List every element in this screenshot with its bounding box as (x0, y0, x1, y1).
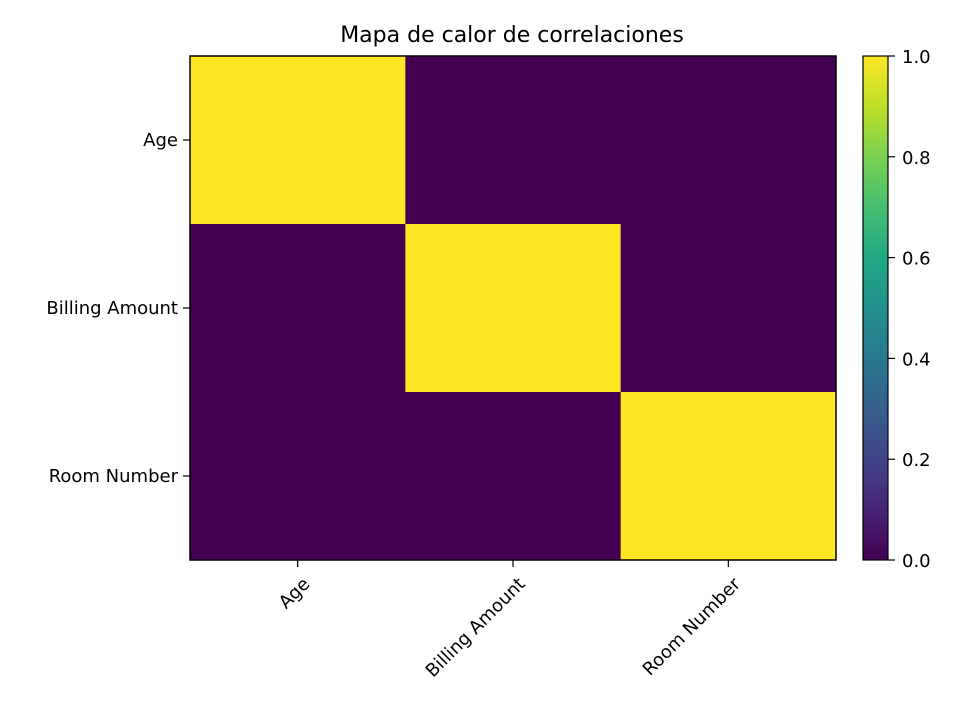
heatmap-cells (190, 56, 837, 561)
heatmap-cell (405, 224, 622, 393)
x-tick-label: Room Number (639, 573, 746, 680)
y-tick-label: Billing Amount (46, 298, 178, 319)
colorbar-tick-label: 0.0 (902, 551, 931, 572)
y-tick-label: Room Number (49, 466, 179, 487)
colorbar-tick-label: 1.0 (902, 47, 931, 68)
heatmap-cell (620, 224, 837, 393)
heatmap-cell (620, 392, 837, 561)
x-tick-label: Age (275, 574, 314, 613)
chart-title: Mapa de calor de correlaciones (340, 23, 684, 48)
heatmap-cell (190, 56, 406, 225)
y-axis: Age Billing Amount Room Number (46, 130, 190, 487)
colorbar-tick-label: 0.2 (902, 450, 931, 471)
heatmap-cell (190, 224, 406, 393)
heatmap-cell (405, 392, 622, 561)
colorbar-tick-label: 0.6 (902, 249, 931, 270)
heatmap-cell (405, 56, 622, 225)
heatmap-cell (620, 56, 837, 225)
colorbar (862, 55, 889, 561)
colorbar-tick-label: 0.4 (902, 349, 931, 370)
x-axis: Age Billing Amount Room Number (275, 560, 746, 682)
y-tick-label: Age (143, 130, 178, 151)
colorbar-axis: 0.0 0.2 0.4 0.6 0.8 1.0 (888, 47, 931, 572)
colorbar-tick-label: 0.8 (902, 148, 931, 169)
heatmap-cell (190, 392, 406, 561)
x-tick-label: Billing Amount (422, 574, 530, 682)
